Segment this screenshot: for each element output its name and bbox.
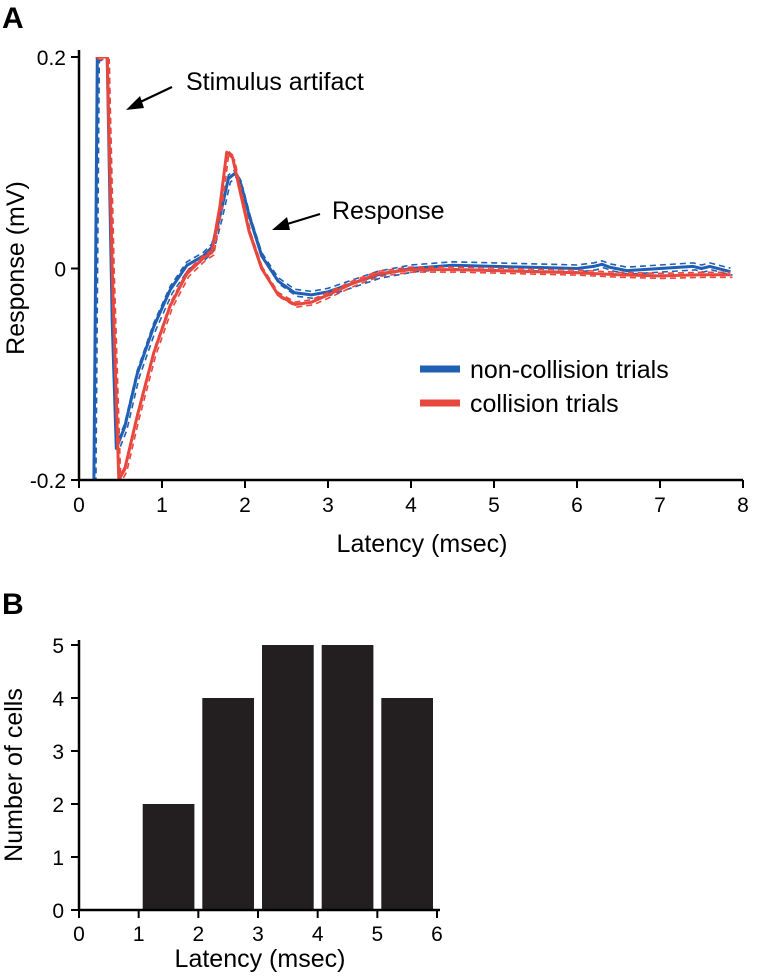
panel-b-bars-group (142, 645, 433, 910)
panel-a-x-ticks: 0 1 2 3 4 5 6 7 8 (73, 480, 749, 517)
panel-a-x-tick-label: 0 (73, 494, 85, 517)
histogram-bar (321, 645, 374, 910)
legend-label-collision: collision trials (470, 390, 619, 418)
panel-b-y-tick-label: 3 (52, 741, 64, 764)
stimulus-artifact-arrow-line (135, 86, 173, 105)
panel-a-series-group (92, 57, 733, 480)
histogram-bar (262, 645, 314, 910)
panel-b-y-tick-label: 4 (52, 688, 64, 711)
histogram-bar (381, 698, 433, 910)
panel-b-y-tick-label: 2 (52, 794, 64, 817)
panel-b-x-ticks: 0 1 2 3 4 5 6 (73, 910, 443, 946)
panel-b-x-tick-label: 3 (252, 923, 264, 946)
panel-b-y-ticks: 0 1 2 3 4 5 (52, 635, 79, 923)
response-arrowhead (272, 217, 290, 230)
response-annotation: Response (272, 197, 445, 230)
panel-a-y-ticks: -0.2 0 0.2 (30, 47, 79, 493)
panel-a-x-tick-label: 1 (156, 494, 168, 517)
legend-label-non-collision: non-collision trials (470, 356, 669, 384)
panel-a-y-tick-label: 0 (54, 259, 66, 282)
panel-a-y-tick-label: -0.2 (30, 470, 66, 493)
panel-a-letter: A (2, 2, 24, 35)
panel-b-x-tick-label: 4 (312, 923, 324, 946)
panel-a-y-tick-label: 0.2 (37, 47, 66, 70)
panel-b-x-tick-label: 6 (431, 923, 443, 946)
response-arrow-line (283, 212, 321, 227)
histogram-bar (202, 698, 254, 910)
response-label: Response (332, 197, 445, 225)
panel-a-x-tick-label: 7 (654, 494, 666, 517)
panel-b-y-tick-label: 0 (52, 900, 64, 923)
panel-a-y-axis-label: Response (mV) (2, 181, 30, 355)
panel-a: A 0 1 2 3 4 5 6 7 8 -0.2 0 0.2 Latency (msec) Resp… (2, 2, 749, 558)
panel-a-x-tick-label: 4 (405, 494, 417, 517)
panel-b-letter: B (2, 588, 24, 621)
panel-a-x-axis-label: Latency (msec) (337, 530, 508, 558)
panel-a-x-tick-label: 8 (737, 494, 749, 517)
panel-b-y-tick-label: 1 (52, 847, 64, 870)
stimulus-artifact-annotation: Stimulus artifact (126, 68, 364, 110)
series-non-collision-trials-lower-bound (95, 59, 733, 480)
panel-b-y-tick-label: 5 (52, 635, 64, 658)
panel-b: B 0 1 2 3 4 5 6 0 1 2 3 4 5 Latency (msec) Number o… (0, 588, 443, 973)
panel-a-x-tick-label: 6 (571, 494, 583, 517)
stimulus-artifact-label: Stimulus artifact (186, 68, 364, 96)
panel-b-x-tick-label: 1 (133, 923, 145, 946)
panel-a-x-tick-label: 2 (239, 494, 251, 517)
panel-a-x-tick-label: 3 (322, 494, 334, 517)
panel-a-x-tick-label: 5 (488, 494, 500, 517)
stimulus-artifact-arrowhead (126, 96, 144, 110)
panel-b-x-tick-label: 2 (192, 923, 204, 946)
legend: non-collision trials collision trials (420, 356, 669, 418)
panel-b-x-tick-label: 0 (73, 923, 85, 946)
panel-b-x-axis-label: Latency (msec) (175, 945, 346, 973)
histogram-bar (142, 804, 195, 910)
panel-b-y-axis-label: Number of cells (0, 688, 28, 862)
series-collision-trials-line (95, 57, 731, 480)
series-non-collision-trials-line (92, 57, 731, 480)
panel-b-x-tick-label: 5 (371, 923, 383, 946)
